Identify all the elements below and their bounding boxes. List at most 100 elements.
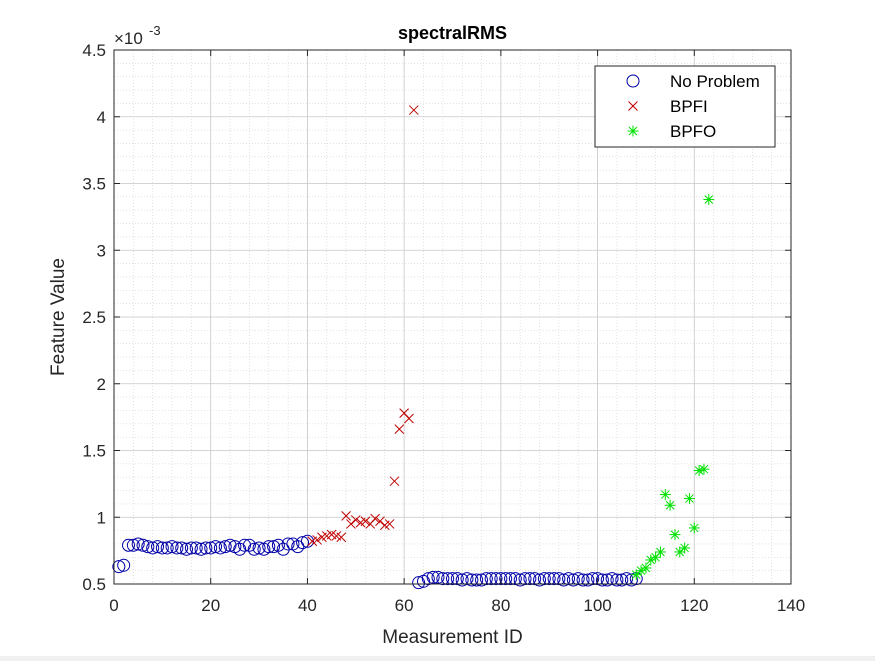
data-point-no-problem (247, 542, 261, 556)
y-tick-label: 2.5 (82, 308, 106, 327)
data-point-bpfo (640, 562, 652, 574)
data-point-no-problem (518, 572, 532, 586)
data-point-no-problem (566, 573, 580, 587)
legend-marker-bpfi-stroke (628, 101, 638, 111)
y-exponent-label: ×10 -3 (114, 23, 161, 48)
data-point-bpfo-stroke (665, 500, 675, 510)
data-point-bpfi (346, 519, 356, 529)
data-point-no-problem (547, 572, 561, 586)
data-point-no-problem (465, 573, 479, 587)
chart-title: spectralRMS (398, 23, 507, 43)
data-point-no-problem (528, 572, 542, 586)
data-point-bpfo-stroke (660, 490, 670, 499)
data-point-bpfo (635, 565, 647, 577)
data-point-no-problem (542, 572, 556, 586)
data-point-bpfo-stroke (685, 494, 694, 503)
data-point-no-problem (213, 541, 227, 555)
data-point-bpfi (312, 535, 322, 545)
data-point-bpfo (679, 542, 691, 554)
data-point-bpfo (654, 546, 666, 558)
exponent-power: -3 (149, 23, 161, 38)
data-point-no-problem (581, 573, 595, 587)
data-point-bpfi-stroke (326, 529, 337, 540)
data-point-bpfi (389, 476, 400, 487)
data-point-no-problem (494, 572, 508, 586)
data-point-no-problem (489, 572, 503, 586)
data-point-bpfi (394, 424, 405, 434)
data-point-no-problem (300, 534, 314, 548)
data-point-no-problem (141, 540, 155, 554)
data-point-bpfo (688, 522, 700, 534)
data-point-bpfi-stroke (399, 408, 409, 418)
y-tick-labels: 0.5 1 1.5 2 2.5 3 3.5 4 4.5 (82, 41, 106, 594)
data-point-bpfo-stroke (641, 563, 651, 573)
y-tick-label: 1 (97, 508, 106, 527)
data-point-no-problem (504, 572, 518, 586)
series-no-problem (112, 534, 643, 590)
y-tick-label: 1.5 (82, 442, 106, 461)
data-point-no-problem (209, 540, 223, 554)
data-point-no-problem (533, 573, 547, 587)
data-point-bpfo (669, 529, 681, 541)
data-point-bpfo-stroke (670, 530, 680, 539)
data-point-bpfi (360, 516, 371, 527)
data-point-bpfo-stroke (656, 547, 665, 557)
data-point-no-problem (267, 540, 281, 554)
data-point-no-problem (262, 540, 276, 554)
data-point-no-problem (523, 572, 537, 586)
x-tick-label: 120 (680, 596, 708, 615)
x-tick-labels: 0 20 40 60 80 100 120 140 (109, 596, 805, 615)
x-tick-label: 140 (777, 596, 805, 615)
data-point-no-problem (624, 573, 638, 587)
x-tick-label: 60 (395, 596, 414, 615)
legend-label-bpfi: BPFI (670, 97, 708, 116)
data-point-bpfi (375, 516, 385, 527)
y-tick-label: 3 (97, 241, 106, 260)
data-point-no-problem (441, 572, 455, 586)
data-point-no-problem (576, 573, 590, 587)
exponent-base: ×10 (114, 29, 143, 48)
y-tick-label: 0.5 (82, 575, 106, 594)
y-tick-label: 4 (97, 108, 106, 127)
data-point-bpfi (370, 513, 380, 524)
data-point-no-problem (180, 542, 194, 556)
data-point-no-problem (450, 572, 464, 586)
data-point-no-problem (460, 572, 474, 586)
data-point-bpfo (698, 463, 710, 475)
plot-area (112, 105, 715, 590)
legend-marker-bpfo (627, 125, 639, 137)
data-point-bpfi-stroke (331, 531, 342, 541)
data-point-no-problem (455, 573, 469, 587)
data-point-bpfo-stroke (699, 464, 709, 474)
data-point-no-problem (122, 538, 136, 552)
x-tick-label: 40 (298, 596, 317, 615)
data-point-no-problem (136, 538, 150, 552)
data-point-no-problem (421, 572, 435, 586)
data-point-no-problem (218, 540, 232, 554)
data-point-bpfi-stroke (370, 513, 380, 524)
data-point-no-problem (160, 541, 174, 555)
data-point-bpfi (384, 519, 395, 529)
data-point-no-problem (242, 538, 256, 552)
series-bpfi (307, 105, 419, 547)
legend-marker-bpfo-stroke (628, 126, 638, 136)
data-point-no-problem (615, 573, 629, 587)
legend-label-no-problem: No Problem (670, 72, 760, 91)
data-point-bpfo-stroke (631, 570, 641, 580)
data-point-bpfo-stroke (680, 543, 689, 553)
data-point-no-problem (605, 572, 619, 586)
data-point-bpfi-stroke (360, 516, 371, 527)
data-point-no-problem (446, 572, 459, 586)
data-point-bpfi (336, 532, 347, 543)
legend-marker-bpfi (628, 101, 638, 111)
data-point-no-problem (223, 538, 237, 552)
data-point-bpfo (659, 489, 671, 501)
y-tick-label: 3.5 (82, 175, 106, 194)
data-point-bpfo (664, 499, 676, 511)
axis-ticks (113, 49, 792, 585)
data-point-bpfi-stroke (312, 535, 322, 545)
data-point-no-problem (475, 573, 489, 587)
y-tick-label: 2 (97, 375, 106, 394)
data-point-bpfo (703, 194, 715, 206)
